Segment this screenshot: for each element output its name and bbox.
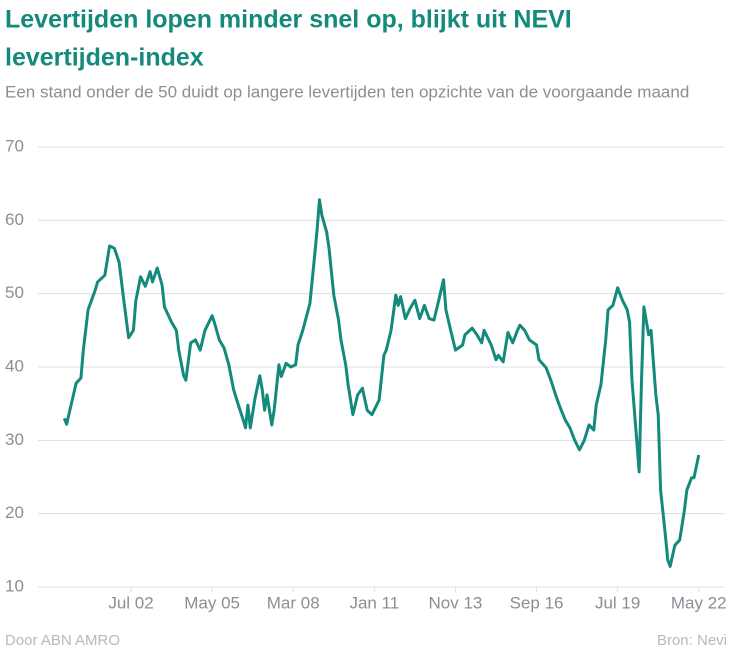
- chart-title: levertijden-index: [5, 44, 204, 72]
- data-line: [62, 198, 701, 568]
- y-tick-label: 60: [5, 210, 24, 229]
- x-tick-label: Sep 16: [510, 593, 564, 612]
- y-tick-label: 10: [5, 576, 24, 595]
- x-tick-label: May 05: [184, 593, 240, 612]
- credit: Door ABN AMRO: [5, 632, 120, 649]
- y-tick-label: 20: [5, 503, 24, 522]
- x-tick-label: Jul 02: [108, 593, 153, 612]
- chart-title: Levertijden lopen minder snel op, blijkt…: [5, 6, 572, 34]
- y-tick-label: 50: [5, 283, 24, 302]
- y-tick-label: 40: [5, 356, 24, 375]
- chart-subtitle: Een stand onder de 50 duidt op langere l…: [5, 82, 689, 101]
- x-tick-label: May 22: [671, 593, 727, 612]
- x-tick-label: Jul 19: [595, 593, 640, 612]
- x-tick-label: Nov 13: [429, 593, 483, 612]
- y-tick-label: 30: [5, 430, 24, 449]
- source: Bron: Nevi: [657, 632, 727, 649]
- x-tick-label: Mar 08: [267, 593, 320, 612]
- x-tick-label: Jan 11: [349, 593, 399, 612]
- y-tick-label: 70: [5, 136, 24, 155]
